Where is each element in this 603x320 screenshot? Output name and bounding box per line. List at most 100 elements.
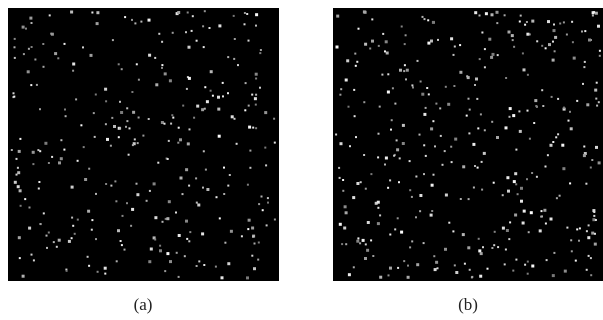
noise-dot [17,236,21,240]
noise-dot [264,146,267,149]
noise-dot [230,115,234,119]
noise-dot [349,145,351,148]
noise-dot [127,153,130,156]
noise-dot [439,134,442,137]
noise-dot [80,124,83,127]
noise-dot [253,267,256,271]
noise-dot [468,132,471,135]
noise-dot [251,93,254,96]
noise-dot [474,165,476,167]
noise-dot [475,77,478,81]
noise-dot [38,181,41,183]
noise-dot [19,204,22,207]
noise-dot [166,158,169,160]
noise-dot [154,238,157,241]
noise-dot [222,95,224,98]
noise-dot [131,144,134,147]
noise-dot [177,11,181,14]
noise-dot [569,110,571,113]
noise-dot [220,276,224,280]
noise-dot [585,230,588,233]
noise-dot [168,79,172,83]
noise-dot [227,92,229,95]
noise-dot [512,269,515,272]
noise-dot [583,145,586,148]
noise-dot [191,15,194,18]
noise-dot [465,114,468,117]
noise-dot [336,14,340,18]
noise-dot [347,273,351,277]
noise-dot [565,33,568,36]
noise-dot [364,257,367,260]
noise-dot [37,149,40,152]
noise-dot [493,244,496,247]
noise-dot [147,118,150,120]
noise-dot [453,85,456,87]
noise-dot [72,224,75,227]
noise-dot [345,243,348,246]
noise-dot [594,88,598,92]
noise-dot [496,22,499,25]
noise-dot [533,122,536,124]
noise-dot [154,216,158,220]
noise-dot [576,99,579,102]
noise-dot [518,20,521,23]
noise-dot [16,166,19,169]
noise-dot [419,194,423,197]
noise-dot [353,115,356,118]
noise-dot [55,245,58,248]
noise-dot [544,47,547,50]
noise-dot [115,260,118,263]
noise-dot [596,104,599,107]
noise-dot [201,232,205,236]
noise-dot [377,44,380,47]
noise-dot [25,27,27,30]
noise-dot [430,39,433,43]
noise-dot [512,180,516,184]
noise-dot [254,103,257,106]
noise-dot [171,114,174,117]
noise-dot [550,95,553,98]
noise-dot [57,57,60,60]
noise-dot [503,263,506,266]
noise-dot [362,10,366,14]
noise-dot [19,137,22,140]
noise-dot [202,186,204,189]
noise-dot [233,117,236,120]
noise-dot [447,102,451,106]
noise-dot [591,231,595,235]
noise-dot [376,222,380,226]
noise-dot [145,199,148,202]
noise-dot [48,14,51,17]
noise-dot [60,139,63,142]
noise-dot [13,37,16,40]
noise-dot [266,197,269,200]
noise-dot [589,166,592,169]
image-panel [333,8,603,281]
noise-dot [543,208,547,212]
noise-dot [593,211,596,213]
noise-dot [371,18,374,21]
noise-dot [389,179,392,182]
noise-dot [526,272,529,275]
noise-dot [179,176,183,180]
noise-dot [387,274,390,277]
noise-dot [196,104,200,108]
noise-dot [70,10,74,14]
noise-dot [120,244,123,247]
noise-dot [490,13,494,17]
noise-dot [65,269,68,272]
noise-dot [379,275,383,279]
noise-dot [248,125,252,129]
noise-dot [167,139,170,142]
noise-dot [369,47,372,50]
noise-dot [221,81,224,84]
noise-dot [243,23,246,26]
noise-dot [224,241,227,244]
noise-dot [253,242,256,245]
noise-dot [165,157,168,160]
noise-dot [547,20,550,24]
noise-dot [240,235,243,238]
noise-dot [247,104,250,107]
